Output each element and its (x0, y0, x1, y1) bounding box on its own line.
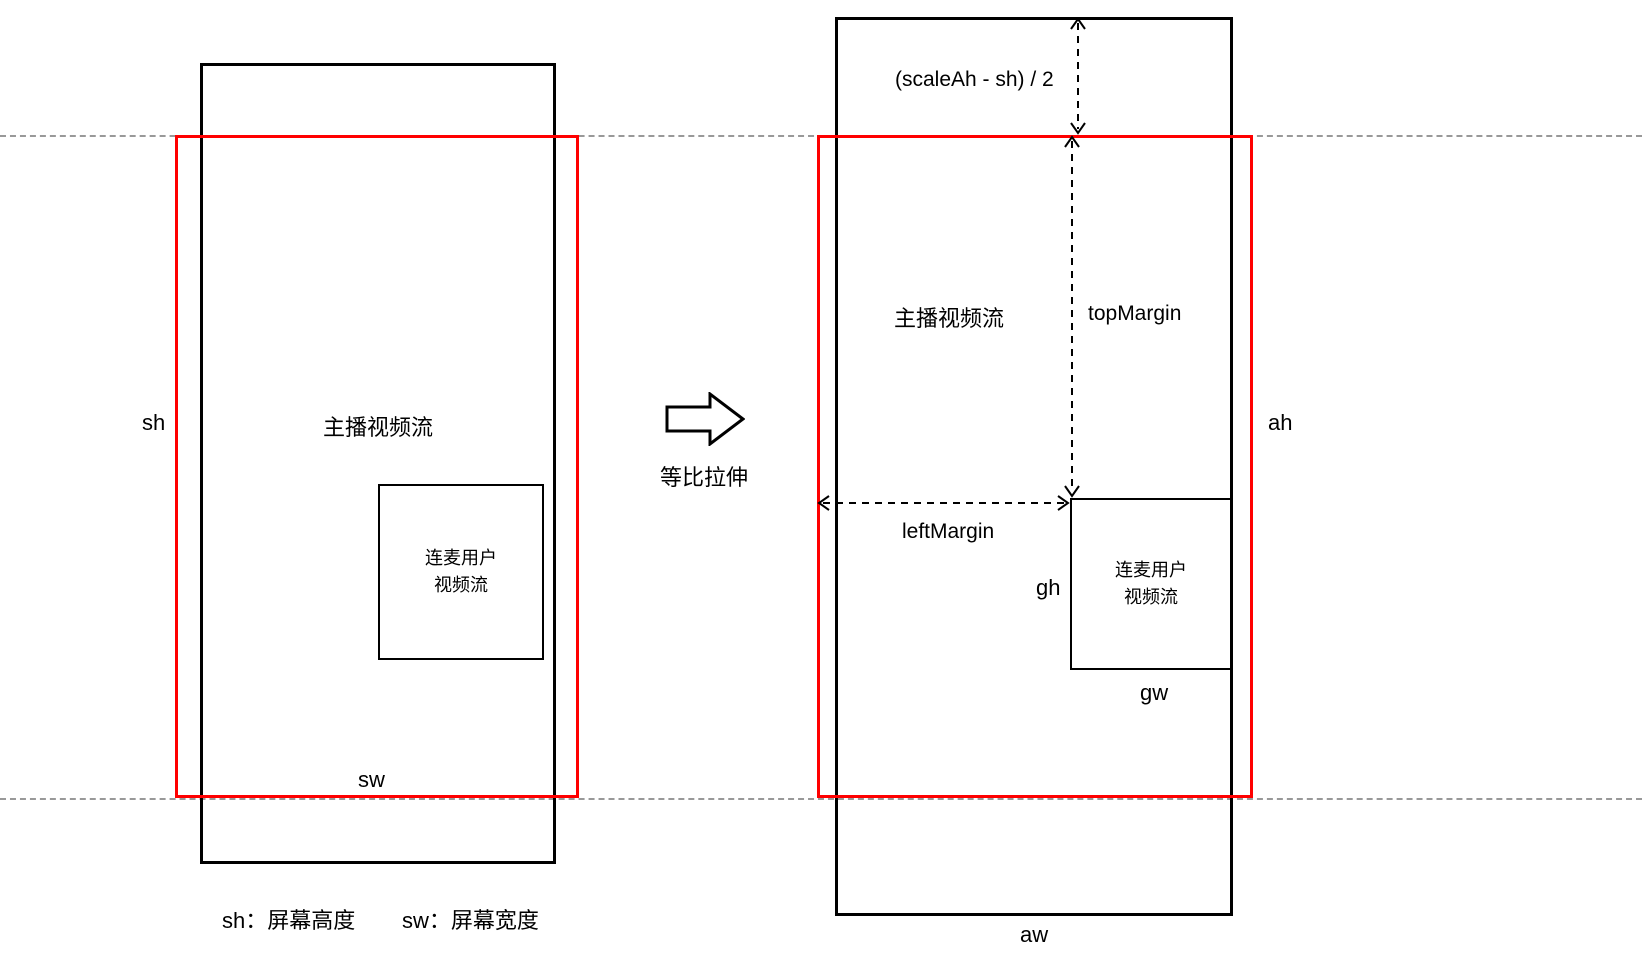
right-inner-box: 连麦用户 视频流 (1070, 498, 1232, 670)
left-inner-line1: 连麦用户 (425, 545, 497, 572)
caption-sh: sh：屏幕高度 (222, 903, 355, 935)
right-inner-line2: 视频流 (1124, 584, 1178, 611)
right-leftmargin-label: leftMargin (902, 520, 994, 544)
transform-label: 等比拉伸 (660, 460, 748, 492)
right-main-label: 主播视频流 (894, 301, 1004, 333)
left-inner-line2: 视频流 (434, 572, 488, 599)
transform-arrow-icon (665, 392, 745, 446)
left-sh-label: sh (142, 410, 165, 436)
right-outer-red (817, 135, 1253, 798)
caption-sw: sw：屏幕宽度 (402, 903, 539, 935)
right-inner-line1: 连麦用户 (1115, 557, 1187, 584)
right-topmargin-label: topMargin (1088, 302, 1181, 326)
left-main-label: 主播视频流 (323, 410, 433, 442)
right-ah-label: ah (1268, 410, 1292, 436)
left-outer-red (175, 135, 579, 798)
right-scale-label: (scaleAh - sh) / 2 (895, 68, 1054, 92)
left-inner-box: 连麦用户 视频流 (378, 484, 544, 660)
right-gw-label: gw (1140, 680, 1168, 706)
diagram-root: 主播视频流 连麦用户 视频流 sh sw sh：屏幕高度 sw：屏幕宽度 等比拉… (0, 0, 1642, 974)
arrow-topmargin (1062, 135, 1082, 498)
right-aw-label: aw (1020, 922, 1048, 948)
right-gh-label: gh (1036, 575, 1060, 601)
left-sw-label: sw (358, 767, 385, 793)
arrow-leftmargin (817, 493, 1070, 513)
arrow-scale (1068, 17, 1088, 135)
